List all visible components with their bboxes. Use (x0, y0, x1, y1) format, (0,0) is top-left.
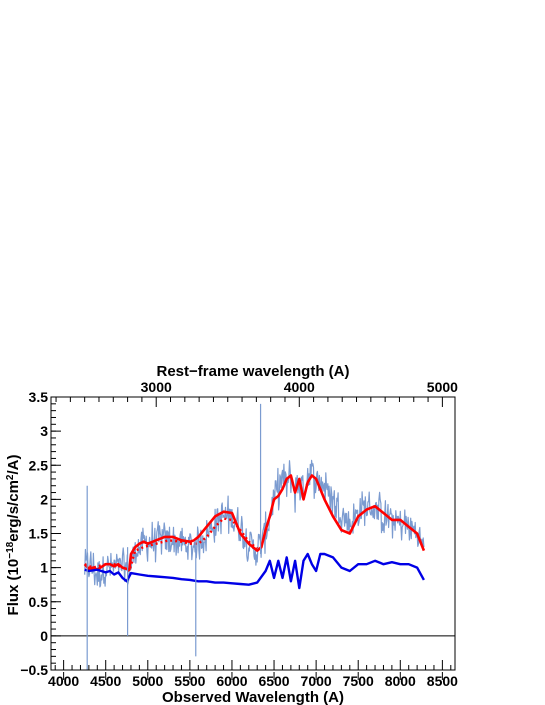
y-tick-label: 0.5 (29, 594, 49, 610)
x-tick-label: 4000 (48, 673, 79, 689)
ticks-layer: 4000 4500 5000 5500 6000 6500 7000 7500 8000 8500… (20, 379, 458, 689)
observed-spectrum-line (84, 459, 425, 588)
x-tick-label: 8500 (427, 673, 458, 689)
y-axis-title-part2: erg/s/cm (5, 480, 22, 542)
y-tick-label: 2.5 (29, 457, 49, 473)
x-tick-label: 5000 (132, 673, 163, 689)
y-tick-label: 3.5 (29, 389, 49, 405)
x-tick-label: 7500 (343, 673, 374, 689)
y-axis-title-part1: Flux (10 (5, 559, 22, 616)
model-component-line (84, 552, 425, 590)
x-tick-label: 6000 (216, 673, 247, 689)
model-dotted-line (84, 517, 258, 573)
y-axis-title-exp1: −18 (5, 541, 16, 558)
x-axis-title: Observed Wavelength (A) (162, 689, 344, 705)
plot-frame (50, 396, 456, 671)
x-tick-label: 5500 (174, 673, 205, 689)
model-total-line (83, 474, 426, 571)
y-tick-label: 1 (40, 560, 48, 576)
y-tick-label: 0 (40, 628, 48, 644)
y-axis-title: Flux (10−18erg/s/cm2/A) (5, 455, 23, 616)
y-tick-label: 2 (40, 491, 48, 507)
top-x-tick-label: 5000 (427, 379, 458, 395)
top-x-axis-title: Rest−frame wavelength (A) (157, 363, 350, 380)
x-tick-label: 6500 (258, 673, 289, 689)
x-tick-label: 7000 (301, 673, 332, 689)
y-tick-label: 3 (40, 423, 48, 439)
y-axis-title-exp2: 2 (5, 474, 16, 480)
y-tick-label: 1.5 (29, 526, 49, 542)
y-axis-title-part3: /A) (5, 455, 22, 475)
top-x-tick-label: 4000 (284, 379, 315, 395)
x-tick-label: 4500 (90, 673, 121, 689)
y-tick-label: −0.5 (20, 662, 48, 678)
x-tick-label: 8000 (385, 673, 416, 689)
top-x-tick-label: 3000 (141, 379, 172, 395)
data-layer (51, 403, 455, 670)
